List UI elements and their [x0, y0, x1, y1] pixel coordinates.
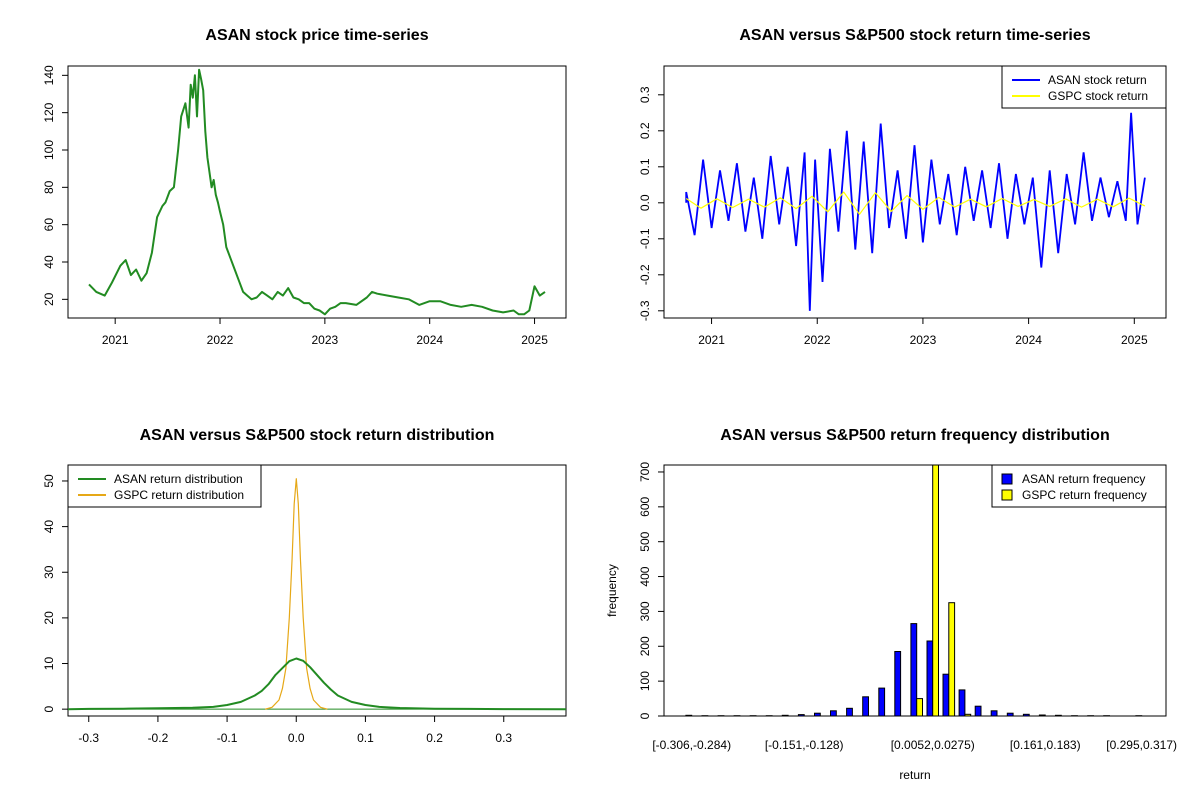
density-chart-x-tick-label: -0.1 [217, 731, 238, 745]
asan-return-line [685, 112, 1146, 311]
freq-chart-y-tick-label: 500 [638, 531, 652, 551]
asan-freq-bar [685, 714, 693, 717]
density-chart-legend-label: ASAN return distribution [114, 472, 243, 486]
price-chart-y-tick-label: 40 [42, 255, 56, 269]
returns-chart-x-tick-label: 2021 [698, 333, 725, 347]
asan-freq-bar [814, 712, 821, 717]
asan-freq-bar [1022, 713, 1030, 717]
density-chart-y-tick-label: 0 [42, 705, 56, 712]
freq-chart-y-tick-label: 100 [638, 671, 652, 691]
returns-chart-x-tick-label: 2025 [1121, 333, 1148, 347]
freq-chart-legend-label: ASAN return frequency [1022, 472, 1145, 486]
density-chart-x-tick-label: 0.3 [495, 731, 512, 745]
returns-chart-y-tick-label: -0.2 [638, 264, 652, 285]
asan-freq-bar [1006, 712, 1014, 717]
freq-chart-y-tick-label: 400 [638, 566, 652, 586]
asan-freq-bar [974, 705, 982, 717]
returns-chart-legend [1001, 65, 1167, 109]
density-chart-y-tick-label: 20 [42, 611, 56, 625]
returns-chart-x-tick-label: 2024 [1015, 333, 1042, 347]
density-chart-legend [67, 464, 262, 508]
price-chart-x-tick-label: 2024 [416, 333, 443, 347]
density-chart-x-tick-label: 0.2 [426, 731, 443, 745]
freq-chart-y-tick-label: 0 [638, 712, 652, 719]
density-chart-x-tick-label: -0.2 [148, 731, 169, 745]
returns-chart-y-tick-label: 0.3 [638, 86, 652, 103]
price-chart-y-tick-label: 120 [42, 102, 56, 122]
asan-freq-bar [1038, 714, 1046, 717]
freq-chart-y-tick-label: 300 [638, 601, 652, 621]
asan-freq-bar [846, 707, 853, 717]
price-chart-x-tick-label: 2022 [207, 333, 234, 347]
density-chart-y-tick-label: 30 [42, 565, 56, 579]
freq-chart-legend [991, 464, 1167, 508]
returns-chart-y-tick-label: 0.2 [638, 122, 652, 139]
price-chart-x-tick-label: 2023 [312, 333, 339, 347]
returns-chart-x-tick-label: 2022 [804, 333, 831, 347]
freq-x-tick-label: [0.295,0.317) [1106, 738, 1177, 752]
returns-chart-title: ASAN versus S&P500 stock return time-ser… [739, 27, 1090, 44]
price-chart-x-tick-label: 2021 [102, 333, 129, 347]
asan-freq-bar [958, 689, 966, 717]
price-series-line [88, 68, 546, 316]
asan-freq-bar [830, 710, 837, 717]
returns-chart-y-tick-label: -0.3 [638, 300, 652, 321]
price-chart-y-tick-label: 20 [42, 292, 56, 306]
price-chart-y-tick-label: 60 [42, 218, 56, 232]
returns-chart-y-tick-label: 0.0 [638, 194, 652, 211]
density-chart-y-tick-label: 10 [42, 657, 56, 671]
density-chart-y-tick-label: 40 [42, 520, 56, 534]
asan-freq-bar [942, 673, 950, 717]
price-chart-title: ASAN stock price time-series [205, 27, 428, 44]
freq-chart-legend-label: GSPC return frequency [1022, 488, 1147, 502]
gspc-density-line [264, 478, 328, 710]
asan-freq-bar [926, 640, 934, 717]
price-chart-y-tick-label: 140 [42, 65, 56, 85]
freq-chart-legend-swatch [1001, 489, 1013, 501]
freq-x-tick-label: [-0.151,-0.128) [765, 738, 844, 752]
density-chart-x-tick-label: 0.0 [288, 731, 305, 745]
density-chart-y-tick-label: 50 [42, 474, 56, 488]
freq-chart-y-tick-label: 700 [638, 462, 652, 482]
gspc-freq-bar [964, 713, 972, 717]
returns-chart-y-tick-label: -0.1 [638, 228, 652, 249]
price-chart-y-tick-label: 100 [42, 140, 56, 160]
freq-chart-title: ASAN versus S&P500 return frequency dist… [720, 427, 1109, 444]
freq-chart-y-tick-label: 600 [638, 497, 652, 517]
price-chart-x-tick-label: 2025 [521, 333, 548, 347]
freq-y-axis-label: frequency [605, 564, 619, 617]
freq-x-tick-label: [0.0052,0.0275) [891, 738, 975, 752]
returns-chart-y-tick-label: 0.1 [638, 158, 652, 175]
freq-chart-legend-swatch [1001, 473, 1013, 485]
density-chart-legend-label: GSPC return distribution [114, 488, 244, 502]
freq-x-tick-label: [0.161,0.183) [1010, 738, 1081, 752]
density-chart-x-tick-label: 0.1 [357, 731, 374, 745]
asan-freq-bar [878, 687, 886, 717]
freq-chart-y-tick-label: 200 [638, 636, 652, 656]
returns-chart-legend-label: GSPC stock return [1048, 89, 1148, 103]
asan-freq-bar [910, 623, 918, 717]
asan-freq-bar [797, 714, 805, 717]
gspc-return-line [685, 191, 1146, 215]
freq-x-axis-label: return [899, 768, 930, 782]
asan-freq-bar [781, 714, 789, 717]
asan-freq-bar [1055, 714, 1062, 717]
asan-freq-bar [862, 696, 870, 717]
price-chart-y-tick-label: 80 [42, 180, 56, 194]
freq-x-tick-label: [-0.306,-0.284) [652, 738, 731, 752]
returns-chart-x-tick-label: 2023 [910, 333, 937, 347]
asan-freq-bar [894, 651, 902, 717]
returns-chart-legend-label: ASAN stock return [1048, 73, 1147, 87]
density-chart-title: ASAN versus S&P500 stock return distribu… [140, 427, 495, 444]
asan-density-line [67, 657, 567, 711]
gspc-freq-bar [932, 464, 940, 717]
gspc-freq-bar [948, 602, 956, 717]
density-chart-x-tick-label: -0.3 [78, 731, 99, 745]
asan-freq-bar [990, 710, 998, 717]
gspc-freq-bar [916, 698, 924, 717]
